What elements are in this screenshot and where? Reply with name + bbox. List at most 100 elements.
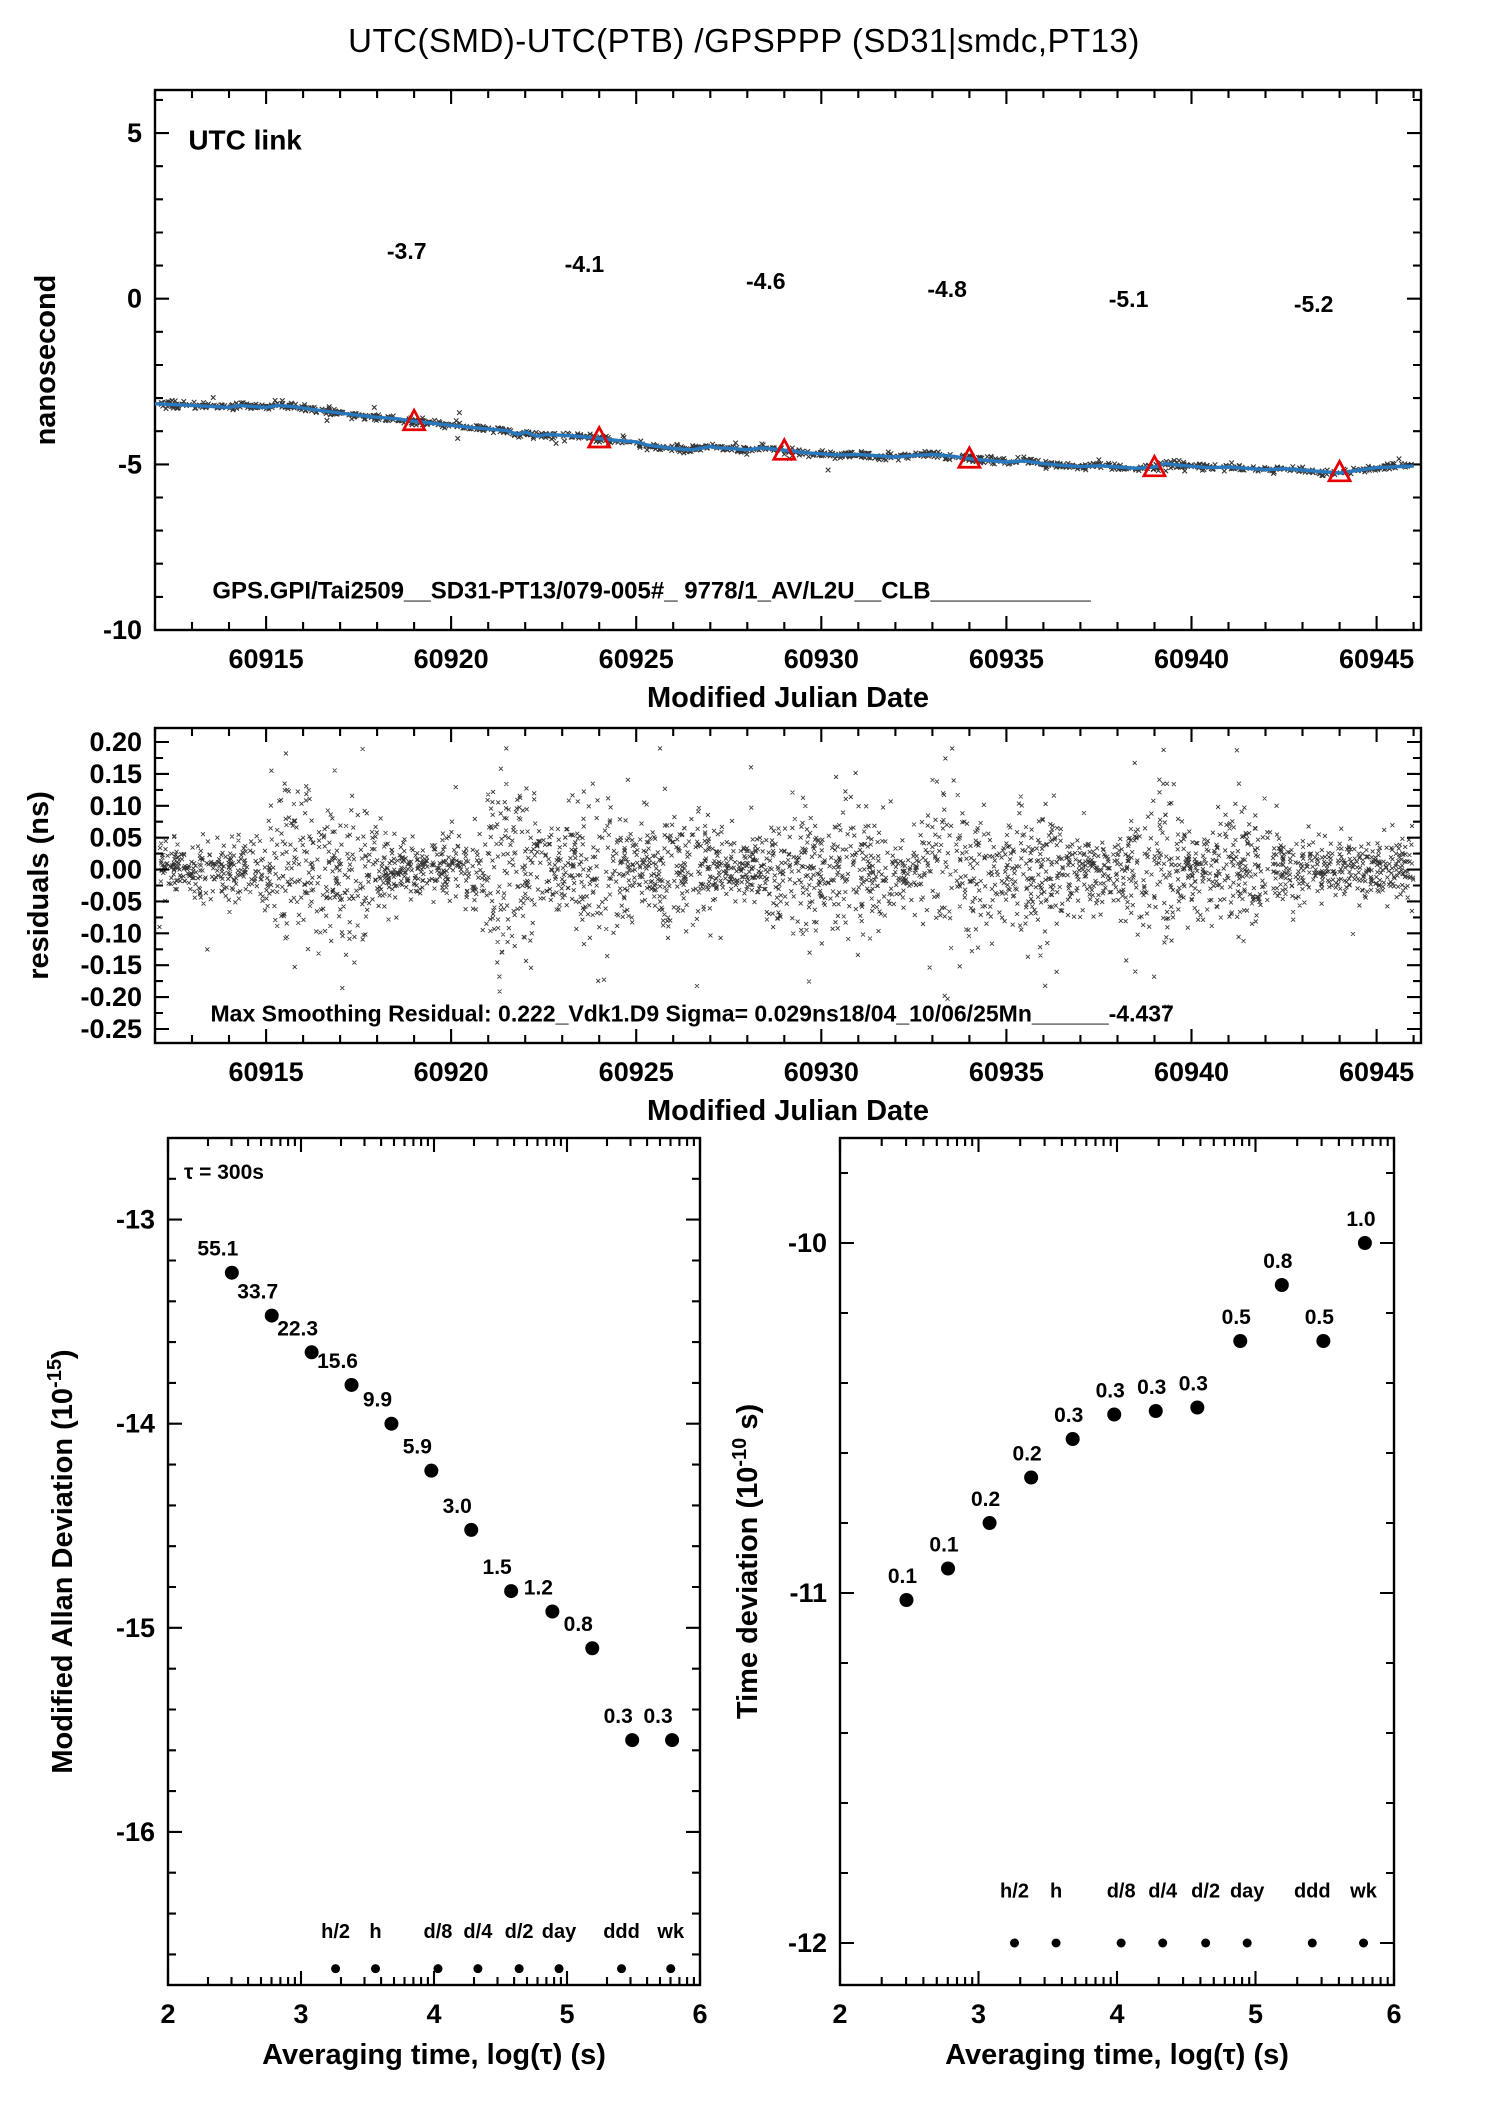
utc-xtick-label: 60925 <box>599 644 674 674</box>
time-unit-label: h/2 <box>1000 1881 1029 1903</box>
mdev-panel-value-label: 5.9 <box>403 1436 432 1459</box>
time-unit-dot <box>617 1964 627 1974</box>
utc-ytick-label: -10 <box>103 615 142 645</box>
mdev-panel-value-label: 0.8 <box>564 1613 594 1636</box>
time-unit-dot <box>1158 1938 1168 1948</box>
utc-xtick-label: 60945 <box>1339 644 1414 674</box>
mdev-xlabel: Averaging time, log(τ) (s) <box>262 2039 606 2071</box>
res-ticks <box>153 728 1421 1043</box>
utc-xtick-label: 60940 <box>1154 644 1229 674</box>
time-unit-dot <box>433 1964 443 1974</box>
res-xtick-label: 60940 <box>1154 1057 1229 1087</box>
utc-xtick-label: 60930 <box>784 644 859 674</box>
mdev-panel-point <box>384 1416 399 1431</box>
utc-frame <box>153 88 1423 632</box>
time-unit-label: d/8 <box>424 1921 453 1943</box>
time-unit-dot <box>1242 1938 1252 1948</box>
utc-xlabel: Modified Julian Date <box>647 682 929 714</box>
utc-smoothed-line <box>154 402 1414 475</box>
mdev-panel-value-label: 22.3 <box>277 1317 318 1340</box>
mdev-ticks <box>166 1136 702 1985</box>
time-unit-dot <box>331 1964 341 1974</box>
mdev-frame <box>166 1136 702 1987</box>
time-unit-label: h <box>369 1921 381 1943</box>
res-ylabel: residuals (ns) <box>23 791 55 980</box>
time-unit-label: day <box>1230 1881 1265 1903</box>
mdev-panel-point <box>224 1265 239 1280</box>
residuals-scatter <box>157 746 1416 1010</box>
time-unit-dot <box>370 1964 380 1974</box>
mdev-panel-point <box>585 1641 600 1656</box>
tdev-panel-value-label: 0.3 <box>1054 1404 1083 1427</box>
res-ytick-label: -0.15 <box>80 950 142 980</box>
time-unit-dot <box>666 1964 676 1974</box>
res-ytick-label: -0.05 <box>80 886 142 916</box>
time-unit-dot <box>1051 1938 1061 1948</box>
time-unit-label: d/4 <box>1148 1881 1178 1903</box>
residuals-panel: 60915 60920 60925 60930 60935 60940 609450.200… <box>23 726 1423 1127</box>
time-unit-dot <box>1359 1938 1369 1948</box>
res-xlabel: Modified Julian Date <box>647 1095 929 1127</box>
tdev-panel-value-label: 0.1 <box>929 1534 959 1557</box>
res-xtick-label: 60930 <box>784 1057 859 1087</box>
utc-raw-scatter <box>158 394 1415 479</box>
tdev-panel-point <box>941 1561 956 1576</box>
mdev-xtick-label: 5 <box>559 1999 574 2029</box>
tdev-panel-value-label: 0.1 <box>888 1565 918 1588</box>
time-unit-dot <box>473 1964 483 1974</box>
res-xtick-label: 60915 <box>229 1057 304 1087</box>
tdev-panel-point <box>899 1593 914 1607</box>
tdev-panel-point <box>1357 1236 1372 1250</box>
calibration-triangle-marker <box>1141 453 1168 478</box>
mdev-xtick-label: 2 <box>160 1999 175 2029</box>
tdev-xtick-label: 2 <box>832 1999 847 2029</box>
time-unit-label: wk <box>1349 1881 1378 1903</box>
res-ytick-label: -0.20 <box>80 982 142 1012</box>
tdev-frame <box>838 1136 1396 1987</box>
mdev-panel-point <box>424 1463 439 1478</box>
mdev-xtick-label: 3 <box>293 1999 308 2029</box>
time-unit-dot <box>1201 1938 1211 1948</box>
time-unit-label: d/4 <box>463 1921 493 1943</box>
tdev-ticks <box>838 1138 1396 1985</box>
mdev-ytick-label: -13 <box>116 1205 155 1235</box>
res-ytick-label: 0.10 <box>89 791 142 821</box>
tdev-panel: 2 3 4 5 6 -10 -11 -12 Averaging time, log(τ) (s)… <box>729 1136 1402 2071</box>
mdev-xtick-label: 6 <box>692 1999 707 2029</box>
mdev-ytick-label: -14 <box>116 1409 155 1439</box>
tdev-ytick-label: -10 <box>788 1228 827 1258</box>
tdev-ytick-label: -12 <box>788 1928 827 1958</box>
mdev-panel-point <box>625 1733 640 1748</box>
mdev-ylabel: Modified Allan Deviation (10-15) <box>44 1349 79 1773</box>
tdev-panel-point <box>1065 1432 1080 1446</box>
tdev-panel-value-label: 0.2 <box>1013 1443 1042 1466</box>
utc-xtick-label: 60935 <box>969 644 1044 674</box>
mdev-panel-point <box>264 1308 279 1323</box>
mdev-panel-value-label: 9.9 <box>363 1389 392 1412</box>
time-unit-label: d/8 <box>1107 1881 1136 1903</box>
tdev-panel-point <box>1024 1470 1039 1485</box>
tau-note: τ = 300s <box>184 1161 264 1184</box>
time-unit-label: wk <box>656 1921 685 1943</box>
calibration-value-label: -5.1 <box>1109 286 1149 312</box>
tdev-panel-value-label: 0.3 <box>1179 1373 1208 1396</box>
res-ytick-label: -0.10 <box>80 918 142 948</box>
utc-ytick-label: 5 <box>127 118 142 148</box>
res-ytick-label: 0.05 <box>89 823 142 853</box>
tdev-panel-point <box>982 1516 997 1530</box>
res-xtick-label: 60945 <box>1339 1057 1414 1087</box>
res-xtick-label: 60925 <box>599 1057 674 1087</box>
time-unit-dot <box>1116 1938 1126 1948</box>
tdev-panel-value-label: 0.2 <box>971 1488 1000 1511</box>
mdev-panel-value-label: 33.7 <box>237 1281 278 1304</box>
utc-xtick-label: 60920 <box>414 644 489 674</box>
time-unit-label: h/2 <box>321 1921 350 1943</box>
mdev-panel-point <box>344 1377 359 1392</box>
figure-title: UTC(SMD)-UTC(PTB) /GPSPPP (SD31|smdc,PT1… <box>348 22 1140 59</box>
tdev-panel-point <box>1148 1404 1163 1418</box>
time-unit-dot <box>1307 1938 1317 1948</box>
mdev-panel-point <box>304 1345 319 1360</box>
tdev-panel-value-label: 0.3 <box>1096 1380 1125 1403</box>
mdev-panel-value-label: 55.1 <box>197 1238 238 1261</box>
